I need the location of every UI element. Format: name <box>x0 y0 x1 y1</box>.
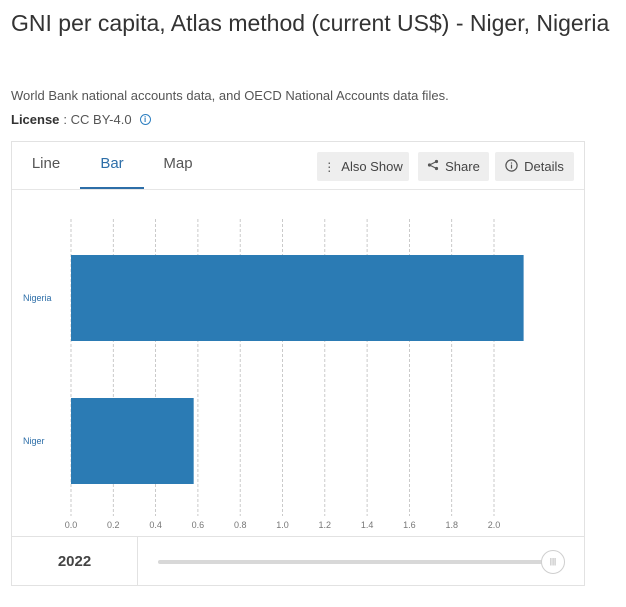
license-label: License <box>11 112 60 127</box>
x-tick-label: 0.4 <box>149 520 162 530</box>
tab-map[interactable]: Map <box>163 155 193 172</box>
license-value: : CC BY-4.0 <box>63 112 132 127</box>
x-tick-label: 2.0 <box>488 520 501 530</box>
license-line: License : CC BY-4.0 i <box>11 112 151 127</box>
vertical-dots-icon: ⋮ <box>323 159 336 174</box>
x-tick-label: 1.4 <box>361 520 374 530</box>
bar-nigeria <box>71 255 524 341</box>
timeline-footer: 2022 ||| <box>12 536 584 586</box>
tab-line[interactable]: Line <box>31 155 61 172</box>
also-show-label: Also Show <box>341 159 403 174</box>
x-tick-label: 1.6 <box>403 520 416 530</box>
y-category-label: Nigeria <box>23 293 52 303</box>
year-slider-track[interactable] <box>158 560 553 564</box>
tab-bar[interactable]: Bar <box>80 142 144 189</box>
details-label: Details <box>524 159 564 174</box>
x-tick-label: 1.8 <box>445 520 458 530</box>
also-show-button[interactable]: ⋮ Also Show <box>317 152 409 181</box>
info-circle-icon <box>505 158 518 175</box>
page-title: GNI per capita, Atlas method (current US… <box>11 10 610 36</box>
share-label: Share <box>445 159 480 174</box>
bar-chart: 0.0 0.2 0.4 0.6 0.8 1.0 1.2 1.4 1.6 1.8 2.0 Nigeria… <box>23 219 524 530</box>
share-icon <box>427 159 439 174</box>
x-tick-label: 1.0 <box>276 520 289 530</box>
x-tick-label: 0.6 <box>192 520 205 530</box>
year-label: 2022 <box>12 537 138 586</box>
x-tick-label: 1.2 <box>319 520 332 530</box>
x-tick-label: 0.0 <box>65 520 78 530</box>
details-button[interactable]: Details <box>495 152 574 181</box>
bar-niger <box>71 398 194 484</box>
x-tick-label: 0.8 <box>234 520 247 530</box>
source-text: World Bank national accounts data, and O… <box>11 88 449 103</box>
info-icon[interactable]: i <box>139 114 151 125</box>
y-category-label: Niger <box>23 436 45 446</box>
x-tick-label: 0.2 <box>107 520 120 530</box>
year-slider-handle[interactable]: ||| <box>541 550 565 574</box>
share-button[interactable]: Share <box>418 152 489 181</box>
chart-tabs: Line Bar Map ⋮ Also Show Share Details <box>12 142 584 190</box>
chart-panel: Line Bar Map ⋮ Also Show Share Details 0… <box>11 141 585 586</box>
